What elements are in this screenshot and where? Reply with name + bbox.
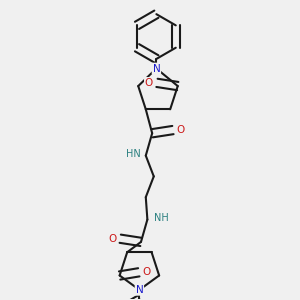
Text: N: N <box>152 64 160 74</box>
Text: O: O <box>143 267 151 277</box>
Text: O: O <box>108 234 116 244</box>
Text: O: O <box>177 125 185 135</box>
Text: NH: NH <box>154 213 169 223</box>
Text: N: N <box>136 285 143 295</box>
Text: O: O <box>145 78 153 88</box>
Text: HN: HN <box>126 149 140 159</box>
